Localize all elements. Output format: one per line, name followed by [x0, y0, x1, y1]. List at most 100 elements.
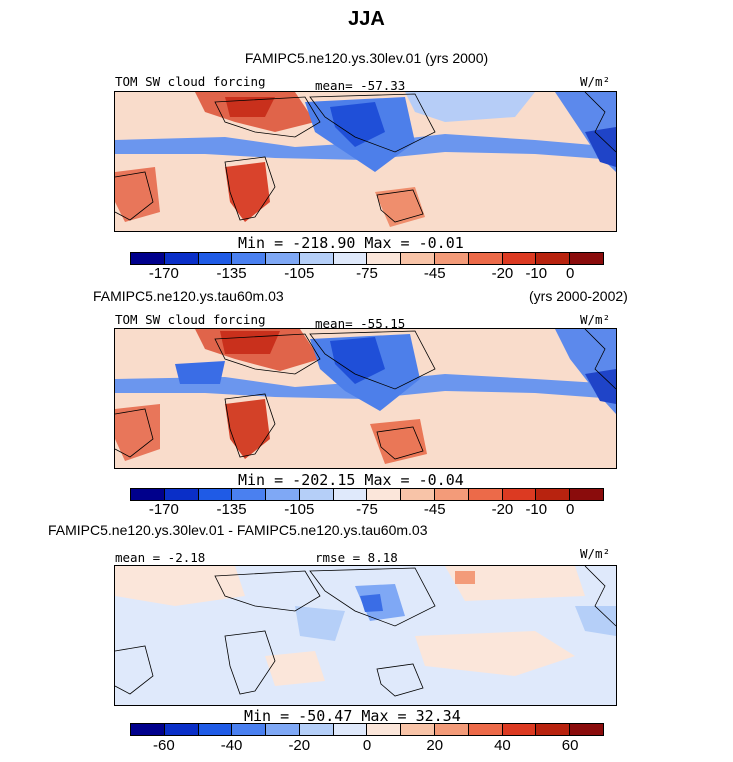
panel1-colorbar [130, 252, 604, 265]
colorbar-swatch [266, 253, 300, 264]
panel1-min-max: Min = -218.90 Max = -0.01 [238, 234, 464, 252]
colorbar-swatch [299, 489, 334, 500]
panel2-colorbar [130, 488, 604, 501]
panel3-coastlines [115, 566, 616, 697]
panel2-region [175, 361, 225, 384]
colorbar-swatch [131, 253, 165, 264]
panel2-min-max: Min = -202.15 Max = -0.04 [238, 471, 464, 489]
panel3-region [295, 606, 345, 641]
colorbar-swatch [468, 253, 503, 264]
panel3-coastline [584, 566, 616, 627]
panel2-field [115, 329, 616, 464]
colorbar-swatch [502, 253, 537, 264]
colorbar-swatch [198, 489, 233, 500]
panel1-region [330, 102, 385, 147]
colorbar-swatch [232, 724, 267, 735]
panel1-case-title: FAMIPC5.ne120.ys.30lev.01 (yrs 2000) [244, 50, 489, 66]
panel1-coastline [309, 93, 436, 153]
colorbar-tick-label: -60 [153, 737, 175, 754]
colorbar-swatch [435, 724, 469, 735]
colorbar-swatch [570, 724, 603, 735]
panel3-region [415, 631, 575, 676]
panel3-map-svg [115, 566, 616, 705]
panel2-region [585, 369, 616, 404]
colorbar-tick-label: -105 [284, 265, 315, 282]
colorbar-tick-label: 0 [565, 501, 575, 518]
colorbar-swatch [266, 489, 300, 500]
panel2-variable-label: TOM SW cloud forcing [115, 312, 266, 327]
panel1-region [405, 92, 535, 122]
panel2-coastlines [115, 329, 616, 460]
colorbar-swatch [164, 724, 199, 735]
colorbar-swatch [401, 489, 436, 500]
panel3-min-max: Min = -50.47 Max = 32.34 [244, 707, 461, 725]
colorbar-swatch [164, 253, 199, 264]
panel3-coastline [376, 663, 424, 697]
colorbar-swatch [536, 253, 571, 264]
panel2-region [330, 337, 385, 384]
panel3-mean-label: mean = -2.18 [115, 550, 206, 565]
colorbar-swatch [299, 253, 334, 264]
colorbar-swatch [164, 489, 199, 500]
panel3-region [455, 571, 475, 584]
colorbar-swatch [198, 253, 233, 264]
panel2-map-svg [115, 329, 616, 468]
panel3-colorbar [130, 723, 604, 736]
panel2-coastline [376, 426, 424, 460]
colorbar-swatch [570, 253, 603, 264]
colorbar-swatch [435, 489, 469, 500]
colorbar-swatch [299, 724, 334, 735]
colorbar-swatch [333, 489, 368, 500]
colorbar-tick-label: -45 [423, 501, 446, 518]
colorbar-tick-label: 40 [494, 737, 511, 754]
panel1-coastlines [115, 92, 616, 223]
panel3-coastline [214, 570, 321, 612]
panel2-region [370, 419, 427, 464]
colorbar-tick-label: -40 [220, 737, 243, 754]
panel1-region [585, 127, 616, 167]
panel3-map [114, 565, 617, 706]
colorbar-tick-label: 20 [426, 737, 444, 754]
panel2-coastline [224, 393, 276, 458]
colorbar-swatch [435, 253, 469, 264]
panel1-mean-label: mean= -57.33 [315, 78, 406, 93]
colorbar-tick-label: -45 [423, 265, 446, 282]
panel2-mean-label: mean= -55.15 [315, 316, 406, 331]
panel1-coastline [214, 96, 321, 138]
panel2-coastline [309, 330, 436, 390]
panel3-units-label: W/m² [580, 546, 611, 561]
panel3-region [360, 594, 383, 612]
panel1-coastline [115, 171, 154, 221]
colorbar-swatch [266, 724, 300, 735]
panel2-map [114, 328, 617, 469]
panel2-case-years: (yrs 2000-2002) [529, 288, 628, 304]
colorbar-tick-label: -135 [216, 501, 247, 518]
chart-title: JJA [348, 8, 385, 30]
colorbar-swatch [401, 253, 436, 264]
colorbar-tick-label: 60 [561, 737, 579, 754]
panel3-region [115, 566, 245, 606]
colorbar-tick-label: -105 [284, 501, 315, 518]
panel1-colorbar-ticks: -170 -135 -105 -75 -45 -20 -10 0 [130, 265, 604, 283]
panel3-coastline [224, 630, 276, 695]
panel3-field [115, 566, 616, 686]
panel1-region [225, 97, 275, 117]
panel1-coastline [584, 92, 616, 153]
panel2-region [225, 399, 270, 459]
panel3-region [575, 606, 616, 636]
panel3-region [265, 651, 325, 686]
panel1-coastline [376, 189, 424, 223]
panel1-map-svg [115, 92, 616, 231]
colorbar-swatch [536, 489, 571, 500]
panel2-coastline [214, 333, 321, 375]
colorbar-tick-label: 0 [362, 737, 372, 754]
panel3-region [445, 566, 585, 601]
colorbar-tick-label: -20 [491, 265, 514, 282]
colorbar-tick-label: 0 [565, 265, 575, 282]
panel1-region [115, 167, 160, 222]
panel1-map [114, 91, 617, 232]
colorbar-tick-label: -170 [148, 265, 179, 282]
colorbar-swatch [401, 724, 436, 735]
panel3-coastline [115, 645, 154, 695]
colorbar-swatch [232, 253, 267, 264]
